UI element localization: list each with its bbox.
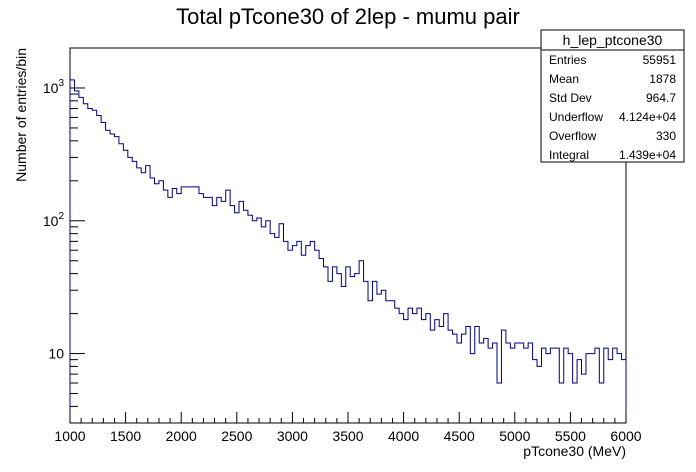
x-tick-label: 3500 [332,428,363,444]
y-tick-label: 10 [48,346,64,362]
x-tick-label: 2500 [221,428,252,444]
x-tick-label: 4500 [444,428,475,444]
y-axis-label: Number of entries/bin [13,48,29,182]
stats-row-label: Entries [549,53,586,67]
stats-box-frame [540,29,685,163]
chart-title: Total pTcone30 of 2lep - mumu pair [176,4,520,29]
stats-row-value: 4.124e+04 [619,110,676,124]
stats-box-title: h_lep_ptcone30 [563,32,663,48]
x-tick-label: 5000 [499,428,530,444]
stats-row-label: Underflow [549,110,603,124]
stats-row-label: Integral [549,148,589,162]
stats-box: h_lep_ptcone30 Entries 55951 Mean 1878 Std De… [540,29,685,163]
stats-row-value: 330 [656,129,676,143]
y-tick-label: 102 [43,211,65,229]
x-axis-label: pTcone30 (MeV) [523,443,626,459]
x-tick-label: 4000 [388,428,419,444]
stats-row-value: 55951 [643,53,677,67]
x-tick-label: 3000 [277,428,308,444]
stats-row-value: 964.7 [646,91,676,105]
histogram [69,79,627,423]
y-axis: 10 102 103 [43,47,85,424]
stats-row-value: 1.439e+04 [619,148,676,162]
stats-row-label: Std Dev [549,91,592,105]
stats-row-label: Overflow [549,129,597,143]
x-tick-label: 1500 [110,428,141,444]
x-tick-label: 6000 [610,428,641,444]
x-tick-label: 2000 [166,428,197,444]
x-axis: 1000 1500 2000 2500 3000 3500 4000 4500 5000 5500… [54,412,642,444]
x-tick-label: 5500 [555,428,586,444]
stats-row-label: Mean [549,72,579,86]
histogram-line [69,79,627,423]
y-tick-label: 103 [43,78,65,96]
x-tick-label: 1000 [54,428,85,444]
stats-row-value: 1878 [649,72,676,86]
